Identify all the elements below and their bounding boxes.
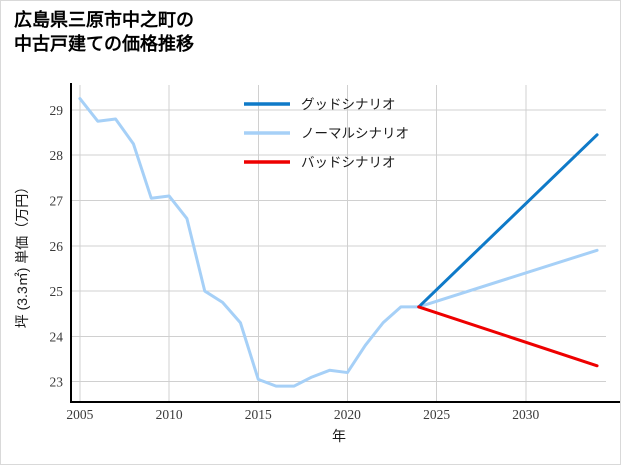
series-line-normal: [78, 97, 599, 388]
y-tick-label: 25: [50, 284, 64, 299]
y-axis-title: 坪 (3.3㎡) 単価（万円）: [14, 180, 30, 329]
y-tick-label: 24: [50, 329, 64, 344]
legend-item-normal[interactable]: ノーマルシナリオ: [244, 126, 409, 141]
legend-item-good[interactable]: グッドシナリオ: [244, 97, 396, 112]
y-tick-label: 27: [50, 193, 64, 208]
chart-series-group: [78, 97, 599, 388]
x-tick-label: 2030: [512, 407, 539, 422]
y-tick-label: 23: [50, 375, 64, 390]
x-tick-label: 2020: [334, 407, 361, 422]
x-axis-tick-labels: 2005 2010 2015 2020 2025 2030: [66, 407, 539, 422]
x-tick-label: 2005: [66, 407, 93, 422]
x-axis-title: 年: [332, 428, 346, 444]
y-tick-label: 26: [50, 239, 64, 254]
series-line-bad: [417, 305, 599, 368]
x-tick-label: 2015: [245, 407, 272, 422]
chart-gridlines: [71, 85, 606, 402]
x-tick-label: 2010: [156, 407, 183, 422]
legend-item-bad[interactable]: バッドシナリオ: [244, 155, 396, 170]
x-tick-label: 2025: [423, 407, 450, 422]
legend-label-good: グッドシナリオ: [301, 97, 396, 112]
legend-label-bad: バッドシナリオ: [301, 155, 396, 170]
chart-axis-spines: [69, 83, 620, 404]
y-tick-label: 29: [50, 103, 64, 118]
legend-label-normal: ノーマルシナリオ: [301, 126, 409, 141]
page-title: 広島県三原市中之町の 中古戸建ての価格推移: [14, 10, 194, 54]
y-tick-label: 28: [50, 148, 64, 163]
series-line-good: [417, 133, 599, 309]
y-axis-tick-labels: 23 24 25 26 27 28 29: [50, 103, 64, 390]
